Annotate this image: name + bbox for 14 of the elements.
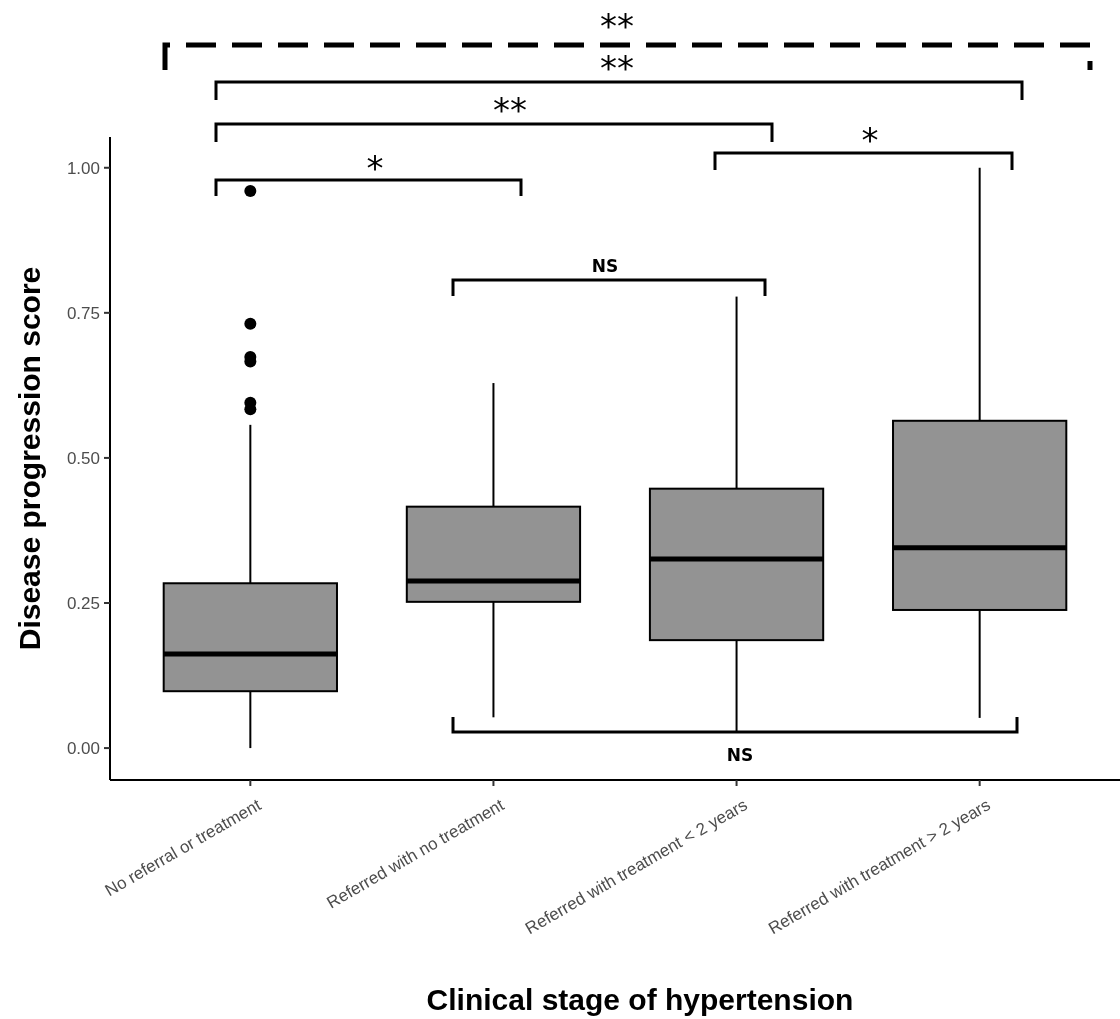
y-tick-label: 0.50 (66, 448, 100, 468)
text: ** (493, 90, 527, 130)
annotation: * (366, 148, 384, 188)
annotation: NS (726, 745, 754, 765)
text: ** (600, 6, 634, 46)
y-axis-title: Disease progression score (13, 266, 46, 651)
annotation: * (861, 120, 879, 160)
annotation: NS (591, 256, 619, 276)
y-tick-label: 0.00 (66, 739, 100, 759)
text: ** (600, 48, 634, 88)
y-tick-label: 0.25 (66, 593, 100, 613)
x-axis-title: Clinical stage of hypertension (426, 983, 854, 1016)
y-tick-label: 1.00 (66, 158, 100, 178)
y-tick-label: 0.75 (66, 303, 100, 323)
